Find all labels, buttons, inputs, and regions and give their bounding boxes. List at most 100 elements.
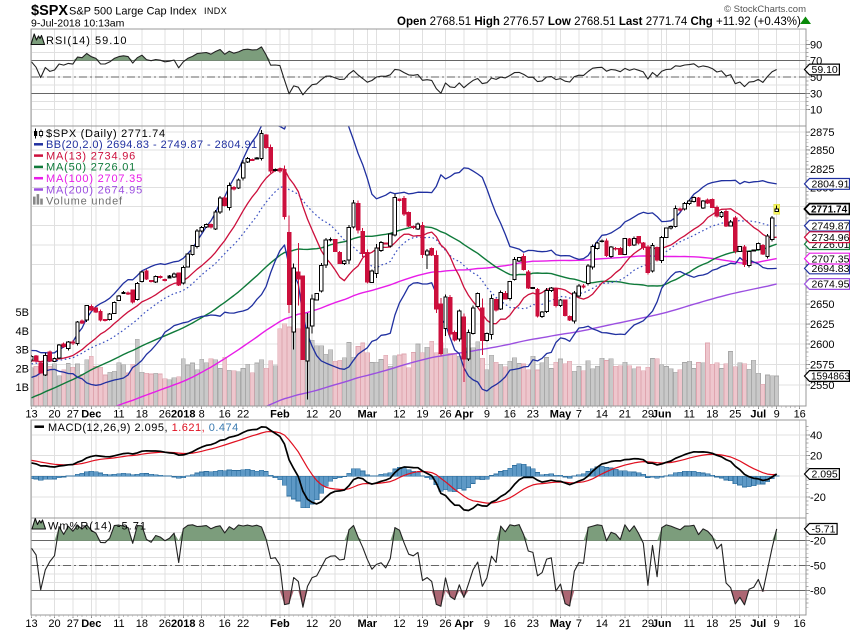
svg-text:3B: 3B (16, 345, 29, 357)
svg-text:-20: -20 (810, 536, 826, 548)
svg-text:9: 9 (484, 409, 490, 421)
svg-text:MA(200) 2674.95: MA(200) 2674.95 (46, 184, 143, 196)
svg-text:RSI(14) 59.10: RSI(14) 59.10 (46, 35, 127, 47)
svg-text:© StockCharts.com: © StockCharts.com (724, 4, 806, 15)
svg-text:MACD(12,26,9) 2.095, 1.621, 0.: MACD(12,26,9) 2.095, 1.621, 0.474 (48, 422, 239, 434)
svg-text:20: 20 (329, 409, 341, 421)
svg-text:14: 14 (596, 409, 608, 421)
svg-text:12: 12 (393, 409, 405, 421)
svg-text:Wm%R(14) -5.71: Wm%R(14) -5.71 (48, 521, 147, 533)
svg-text:Mar: Mar (358, 618, 378, 630)
svg-text:26: 26 (439, 618, 451, 630)
svg-text:2550: 2550 (810, 380, 834, 392)
svg-text:25: 25 (729, 409, 741, 421)
svg-text:2850: 2850 (810, 145, 834, 157)
svg-text:2825: 2825 (810, 164, 834, 176)
svg-text:MA(13) 2734.96: MA(13) 2734.96 (46, 150, 136, 162)
svg-text:16: 16 (504, 618, 516, 630)
svg-text:2771.74: 2771.74 (811, 205, 848, 216)
svg-text:5B: 5B (16, 307, 29, 319)
svg-text:2625: 2625 (810, 319, 834, 331)
svg-text:MA(50) 2726.01: MA(50) 2726.01 (46, 162, 136, 174)
svg-text:-80: -80 (810, 586, 826, 598)
svg-text:Dec: Dec (81, 618, 101, 630)
svg-text:$SPX: $SPX (31, 3, 68, 19)
svg-text:13: 13 (25, 618, 37, 630)
svg-text:2749.87: 2749.87 (812, 220, 850, 232)
svg-text:18: 18 (136, 409, 148, 421)
svg-text:Jun: Jun (652, 409, 672, 421)
svg-text:-5.71: -5.71 (812, 524, 836, 536)
svg-text:12: 12 (306, 409, 318, 421)
svg-text:2734.96: 2734.96 (812, 232, 850, 244)
svg-text:MA(100) 2707.35: MA(100) 2707.35 (46, 173, 143, 185)
svg-text:30: 30 (810, 88, 822, 100)
svg-text:27: 27 (67, 618, 79, 630)
svg-text:16: 16 (794, 409, 806, 421)
svg-text:22: 22 (237, 618, 249, 630)
svg-text:2650: 2650 (810, 299, 834, 311)
svg-text:22: 22 (237, 409, 249, 421)
svg-text:14: 14 (596, 618, 608, 630)
svg-text:18: 18 (136, 618, 148, 630)
svg-text:Jun: Jun (652, 618, 672, 630)
svg-text:20: 20 (329, 618, 341, 630)
svg-text:18: 18 (706, 409, 718, 421)
svg-text:29: 29 (642, 618, 654, 630)
svg-text:1594863: 1594863 (811, 372, 850, 383)
svg-text:2018: 2018 (171, 618, 195, 630)
svg-text:40: 40 (810, 430, 822, 442)
svg-text:2.095: 2.095 (812, 469, 838, 481)
svg-text:$SPX (Daily) 2771.74: $SPX (Daily) 2771.74 (46, 128, 166, 140)
svg-text:Mar: Mar (358, 409, 378, 421)
svg-text:S&P 500 Large Cap Index: S&P 500 Large Cap Index (69, 6, 197, 18)
svg-text:-20: -20 (810, 492, 826, 504)
svg-text:2B: 2B (16, 363, 29, 375)
svg-text:Jul: Jul (750, 409, 766, 421)
svg-text:Apr: Apr (454, 409, 474, 421)
svg-text:May: May (550, 618, 572, 630)
svg-text:9: 9 (484, 618, 490, 630)
svg-text:Feb: Feb (270, 409, 290, 421)
svg-text:2694.83: 2694.83 (812, 263, 850, 275)
svg-text:26: 26 (439, 409, 451, 421)
svg-text:11: 11 (684, 409, 695, 421)
svg-text:7: 7 (576, 618, 582, 630)
svg-text:18: 18 (706, 618, 718, 630)
svg-text:11: 11 (113, 409, 124, 421)
svg-text:Jul: Jul (750, 618, 766, 630)
svg-text:26: 26 (159, 618, 171, 630)
svg-text:29: 29 (642, 409, 654, 421)
svg-text:2674.95: 2674.95 (812, 279, 850, 291)
svg-text:Open 2768.51 High 2776.57 Low: Open 2768.51 High 2776.57 Low 2768.51 La… (397, 16, 801, 28)
svg-text:May: May (550, 409, 572, 421)
svg-text:21: 21 (619, 618, 631, 630)
svg-text:27: 27 (67, 409, 79, 421)
svg-text:Volume undef: Volume undef (46, 196, 123, 208)
svg-text:20: 20 (48, 618, 60, 630)
svg-text:2575: 2575 (810, 359, 834, 371)
svg-text:25: 25 (729, 618, 741, 630)
svg-text:19: 19 (416, 618, 428, 630)
svg-text:16: 16 (794, 618, 806, 630)
svg-text:Apr: Apr (454, 618, 474, 630)
svg-text:20: 20 (810, 451, 822, 463)
svg-text:Dec: Dec (81, 409, 101, 421)
svg-text:9: 9 (774, 618, 780, 630)
svg-text:19: 19 (416, 409, 428, 421)
svg-text:4B: 4B (16, 326, 29, 338)
svg-text:12: 12 (306, 618, 318, 630)
svg-text:12: 12 (393, 618, 405, 630)
svg-text:-50: -50 (810, 561, 826, 573)
svg-text:21: 21 (619, 409, 631, 421)
svg-text:59.10: 59.10 (812, 64, 838, 76)
svg-text:23: 23 (527, 618, 539, 630)
svg-text:2600: 2600 (810, 339, 834, 351)
svg-text:11: 11 (113, 618, 124, 630)
svg-text:1B: 1B (16, 382, 29, 394)
svg-text:7: 7 (576, 409, 582, 421)
svg-text:BB(20,2.0) 2694.83 - 2749.87 -: BB(20,2.0) 2694.83 - 2749.87 - 2804.91 (46, 139, 258, 151)
svg-text:23: 23 (527, 409, 539, 421)
svg-text:11: 11 (684, 618, 695, 630)
svg-text:9-Jul-2018 10:13am: 9-Jul-2018 10:13am (31, 18, 125, 30)
